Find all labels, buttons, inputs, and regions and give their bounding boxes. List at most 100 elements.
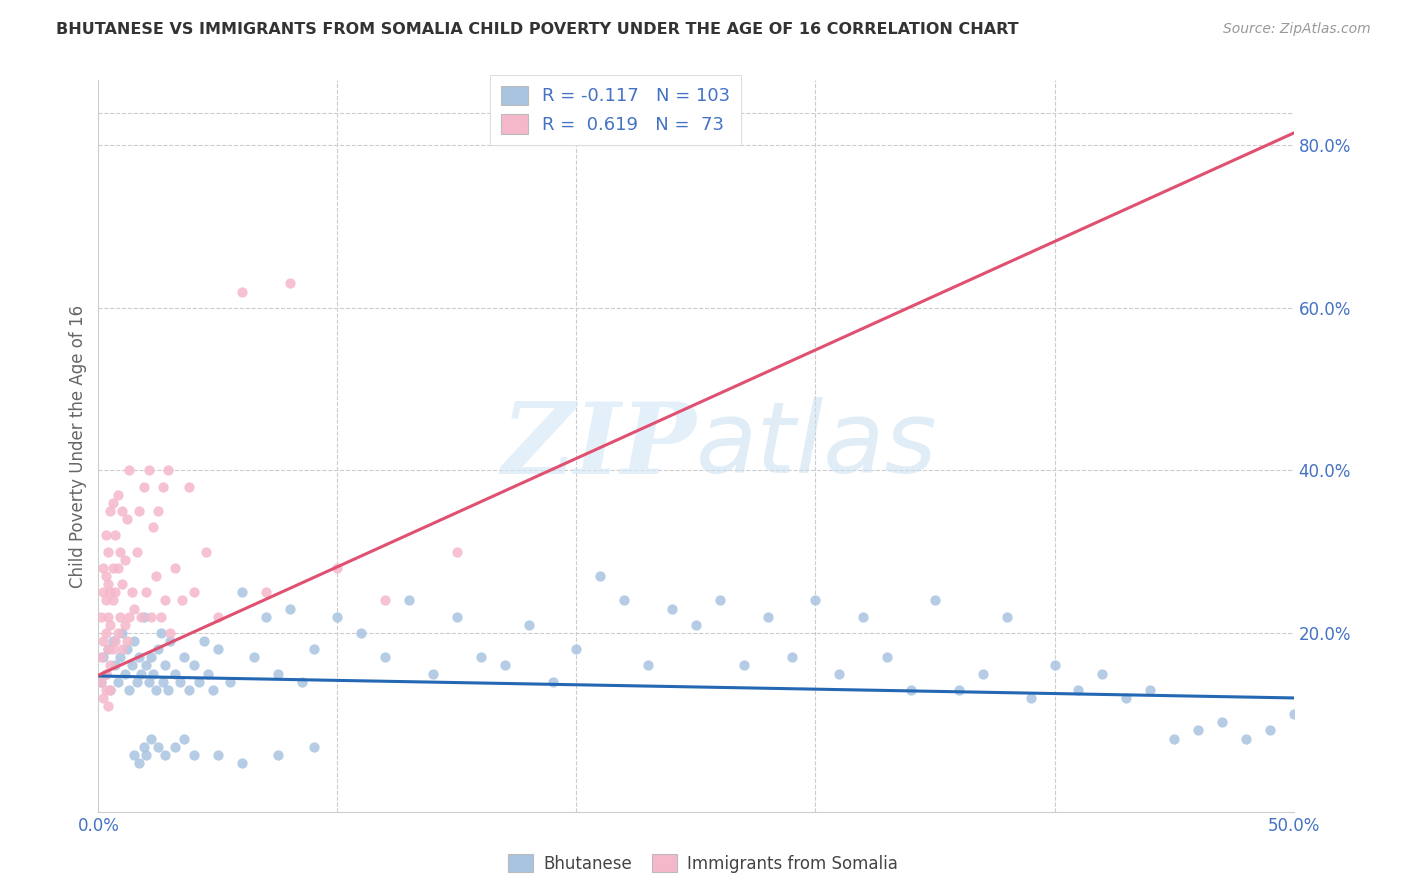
Point: [446, 609, 468, 624]
Text: Source: ZipAtlas.com: Source: ZipAtlas.com: [1223, 22, 1371, 37]
Point: [1211, 715, 1233, 730]
Point: [118, 463, 141, 477]
Point: [422, 666, 444, 681]
Point: [114, 666, 136, 681]
Point: [179, 480, 201, 494]
Point: [195, 544, 218, 558]
Point: [91, 650, 114, 665]
Point: [149, 626, 172, 640]
Point: [187, 674, 209, 689]
Point: [756, 609, 779, 624]
Point: [661, 601, 683, 615]
Point: [156, 682, 179, 697]
Point: [163, 666, 186, 681]
Point: [91, 561, 114, 575]
Point: [1187, 723, 1209, 738]
Point: [278, 601, 301, 615]
Point: [94, 682, 117, 697]
Point: [104, 585, 127, 599]
Point: [350, 626, 373, 640]
Point: [900, 682, 922, 697]
Y-axis label: Child Poverty Under the Age of 16: Child Poverty Under the Age of 16: [69, 304, 87, 588]
Point: [876, 650, 898, 665]
Point: [131, 666, 153, 681]
Point: [1115, 690, 1137, 705]
Point: [104, 634, 127, 648]
Point: [91, 690, 114, 705]
Point: [326, 561, 349, 575]
Point: [173, 650, 195, 665]
Point: [398, 593, 420, 607]
Point: [118, 609, 141, 624]
Point: [104, 528, 127, 542]
Legend: Bhutanese, Immigrants from Somalia: Bhutanese, Immigrants from Somalia: [502, 847, 904, 880]
Point: [139, 731, 162, 746]
Point: [115, 512, 138, 526]
Point: [155, 658, 177, 673]
Point: [159, 634, 181, 648]
Point: [155, 747, 177, 762]
Point: [169, 674, 191, 689]
Point: [1163, 731, 1185, 746]
Point: [97, 577, 120, 591]
Point: [111, 642, 134, 657]
Point: [108, 609, 131, 624]
Point: [207, 609, 229, 624]
Point: [142, 520, 165, 534]
Point: [107, 674, 129, 689]
Point: [924, 593, 946, 607]
Point: [101, 642, 124, 657]
Point: [1043, 658, 1066, 673]
Point: [91, 634, 114, 648]
Point: [90, 674, 112, 689]
Point: [114, 617, 136, 632]
Point: [804, 593, 827, 607]
Point: [128, 650, 150, 665]
Point: [173, 731, 195, 746]
Point: [91, 585, 114, 599]
Point: [138, 674, 160, 689]
Point: [111, 504, 134, 518]
Point: [207, 747, 229, 762]
Point: [97, 642, 120, 657]
Point: [1258, 723, 1281, 738]
Point: [517, 617, 540, 632]
Point: [98, 504, 122, 518]
Point: [1234, 731, 1257, 746]
Point: [231, 756, 253, 770]
Point: [132, 480, 155, 494]
Point: [374, 650, 396, 665]
Point: [98, 585, 122, 599]
Point: [709, 593, 731, 607]
Point: [155, 593, 177, 607]
Point: [94, 666, 117, 681]
Point: [104, 658, 127, 673]
Point: [183, 747, 205, 762]
Text: BHUTANESE VS IMMIGRANTS FROM SOMALIA CHILD POVERTY UNDER THE AGE OF 16 CORRELATI: BHUTANESE VS IMMIGRANTS FROM SOMALIA CHI…: [56, 22, 1019, 37]
Point: [374, 593, 396, 607]
Point: [1282, 707, 1305, 722]
Point: [589, 569, 612, 583]
Point: [124, 601, 146, 615]
Point: [121, 585, 143, 599]
Text: atlas: atlas: [696, 398, 938, 494]
Point: [159, 626, 181, 640]
Point: [1139, 682, 1161, 697]
Point: [231, 585, 253, 599]
Point: [97, 642, 120, 657]
Point: [114, 553, 136, 567]
Point: [948, 682, 970, 697]
Point: [148, 504, 170, 518]
Point: [101, 561, 124, 575]
Point: [302, 642, 325, 657]
Point: [124, 747, 146, 762]
Point: [94, 593, 117, 607]
Point: [125, 674, 148, 689]
Point: [145, 569, 167, 583]
Point: [183, 585, 205, 599]
Point: [132, 739, 155, 754]
Point: [202, 682, 225, 697]
Point: [94, 666, 117, 681]
Point: [254, 609, 277, 624]
Point: [142, 666, 165, 681]
